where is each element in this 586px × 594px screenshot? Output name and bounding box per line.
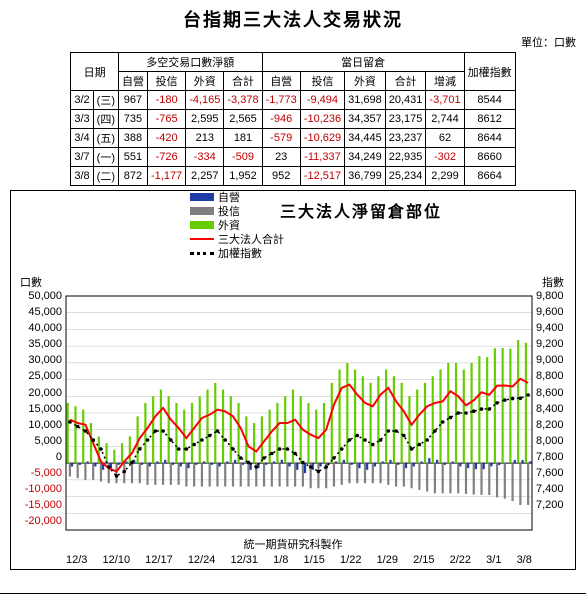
swatch-prop xyxy=(190,193,214,201)
col-oi-delta: 增減 xyxy=(426,72,464,91)
chart-svg xyxy=(10,226,576,566)
col-net-foreign: 外資 xyxy=(186,72,224,91)
swatch-trust xyxy=(190,207,214,215)
x-ticks: 12/312/1012/1712/2412/311/81/151/221/292… xyxy=(66,554,532,566)
chart-footer: 統一期貨研究科製作 xyxy=(10,536,576,552)
col-net-prop: 自營 xyxy=(118,72,147,91)
chart-title: 三大法人淨留倉部位 xyxy=(280,198,442,222)
col-net-trust: 投信 xyxy=(147,72,185,91)
page-title: 台指期三大法人交易狀況 xyxy=(0,0,586,34)
table-row: 3/4(五)388-420213181-579-10,62934,44523,2… xyxy=(71,129,515,148)
table-row: 3/3(四)735-7652,5952,565-946-10,23634,357… xyxy=(71,110,515,129)
col-oi-trust: 投信 xyxy=(300,72,344,91)
table-row: 3/2(三)967-180-4,165-3,378-1,773-9,49431,… xyxy=(71,91,515,110)
colgroup-oi: 當日留倉 xyxy=(262,53,464,72)
data-table: 日期 多空交易口數淨額 當日留倉 加權指數 自營 投信 外資 合計 自營 投信 … xyxy=(70,52,515,186)
col-date: 日期 xyxy=(71,53,119,91)
chart-area: 自營 投信 外資 三大法人合計 加權指數 三大法人淨留倉部位 口數 指數 50,… xyxy=(10,190,576,570)
table-row: 3/8(二)872-1,1772,2571,952952-12,51736,79… xyxy=(71,167,515,186)
col-oi-prop: 自營 xyxy=(262,72,300,91)
colgroup-net: 多空交易口數淨額 xyxy=(118,53,262,72)
col-oi-foreign: 外資 xyxy=(345,72,386,91)
table-body: 3/2(三)967-180-4,165-3,378-1,773-9,49431,… xyxy=(71,91,515,186)
report-page: 台指期三大法人交易狀況 單位：口數 日期 多空交易口數淨額 當日留倉 加權指數 … xyxy=(0,0,586,594)
col-index: 加權指數 xyxy=(464,53,515,91)
table-row: 3/7(一)551-726-334-50923-11,33734,24922,9… xyxy=(71,148,515,167)
col-oi-total: 合計 xyxy=(385,72,426,91)
col-net-total: 合計 xyxy=(224,72,262,91)
unit-label: 單位：口數 xyxy=(0,34,586,50)
table-head: 日期 多空交易口數淨額 當日留倉 加權指數 自營 投信 外資 合計 自營 投信 … xyxy=(71,53,515,91)
